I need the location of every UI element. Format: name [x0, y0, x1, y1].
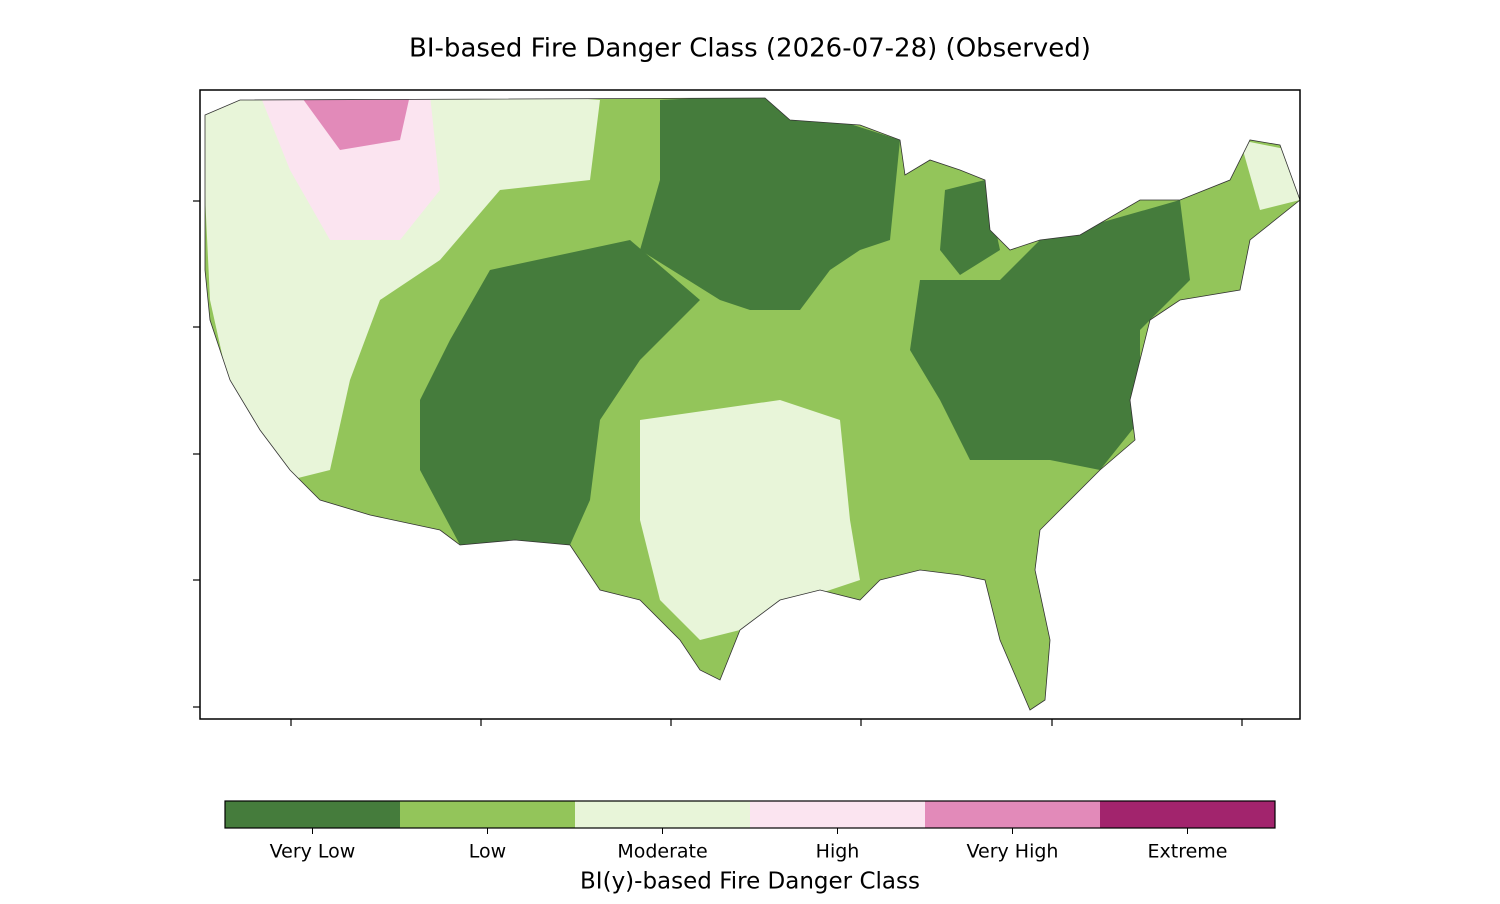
colorbar-tick-label: Extreme	[1148, 841, 1228, 863]
colorbar-segment	[1100, 801, 1275, 828]
colorbar-tick-label: Very High	[967, 841, 1059, 863]
colorbar-segment	[225, 801, 400, 828]
frame-ticks	[193, 200, 1243, 726]
region-very-low	[640, 98, 900, 310]
colorbar-segment	[575, 801, 750, 828]
colorbar-segment	[400, 801, 575, 828]
colorbar-tick-label: Low	[469, 841, 506, 863]
map	[205, 98, 1300, 710]
colorbar-segment	[925, 801, 1100, 828]
colorbar-frame	[224, 800, 1276, 829]
colorbar-segment	[750, 801, 925, 828]
region-very-low	[420, 240, 700, 545]
map-frame	[199, 89, 1301, 720]
colorbar-tick-label: Moderate	[617, 841, 707, 863]
colorbar: Very Low Low Moderate High Very High Extreme	[224, 800, 1276, 863]
colorbar-label: BI(y)-based Fire Danger Class	[580, 869, 920, 895]
region-very-low	[910, 200, 1190, 470]
title: BI-based Fire Danger Class (2026-07-28) …	[409, 34, 1091, 64]
colorbar-tick-label: High	[816, 841, 860, 863]
region-moderate	[640, 400, 860, 640]
region-very-high	[300, 98, 410, 150]
colorbar-tick-label: Very Low	[270, 841, 356, 863]
region-very-low	[940, 180, 1000, 275]
coastline	[204, 97, 1301, 711]
